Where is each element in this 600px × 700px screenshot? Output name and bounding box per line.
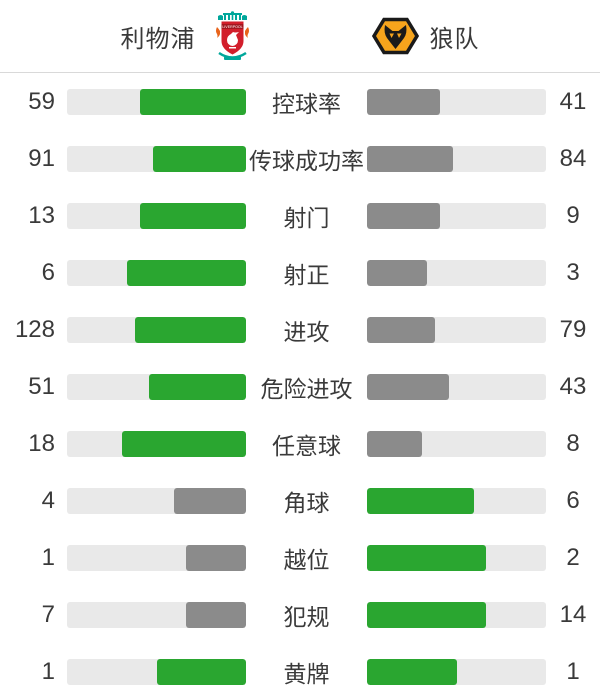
- stat-label: 黄牌: [283, 660, 330, 687]
- match-header: 利物浦: [0, 0, 600, 72]
- home-bar-fill: [186, 544, 246, 571]
- away-bar-fill: [367, 259, 427, 286]
- stat-label: 越位: [283, 546, 330, 573]
- home-value: 7: [41, 600, 55, 628]
- home-bar-track: [67, 658, 246, 685]
- away-bar-fill: [367, 544, 487, 571]
- home-bar-track: [67, 202, 246, 229]
- away-bar-fill: [367, 601, 487, 628]
- home-value: 4: [41, 486, 55, 514]
- home-bar-track: [67, 316, 246, 343]
- stat-row: 13 射门 9: [0, 187, 600, 244]
- header-divider: [0, 72, 600, 73]
- stat-label: 危险进攻: [260, 375, 353, 402]
- home-value: 59: [28, 87, 55, 115]
- stat-row: 6 射正 3: [0, 244, 600, 301]
- home-value: 6: [41, 258, 55, 286]
- away-bar-track: [367, 373, 546, 400]
- away-bar-track: [367, 544, 546, 571]
- stat-row: 51 危险进攻 43: [0, 358, 600, 415]
- away-bar-track: [367, 601, 546, 628]
- home-team[interactable]: 利物浦: [121, 11, 254, 61]
- home-bar-fill: [126, 259, 246, 286]
- home-bar-fill: [122, 430, 246, 457]
- home-value: 128: [14, 315, 55, 343]
- stat-row: 1 越位 2: [0, 529, 600, 586]
- away-value: 79: [559, 315, 587, 343]
- away-value: 3: [566, 258, 580, 286]
- home-bar-fill: [135, 316, 246, 343]
- home-value: 18: [28, 429, 55, 457]
- away-bar-track: [367, 316, 546, 343]
- home-bar-fill: [140, 88, 246, 115]
- away-value: 41: [559, 87, 587, 115]
- wolves-crest-icon: [371, 16, 419, 56]
- stat-row: 59 控球率 41: [0, 73, 600, 130]
- away-value: 84: [559, 144, 587, 172]
- stat-label: 进攻: [283, 318, 330, 345]
- away-bar-fill: [367, 658, 457, 685]
- stat-label: 传球成功率: [249, 147, 364, 174]
- stat-label: 射正: [283, 261, 330, 288]
- away-bar-track: [367, 259, 546, 286]
- away-value: 9: [566, 201, 580, 229]
- away-team[interactable]: 狼队: [371, 16, 480, 56]
- stat-label: 角球: [283, 489, 330, 516]
- home-bar-fill: [140, 202, 246, 229]
- stat-label: 犯规: [283, 603, 330, 630]
- stat-row: 7 犯规 14: [0, 586, 600, 643]
- away-value: 6: [566, 486, 580, 514]
- svg-text:LIVERPOOL: LIVERPOOL: [222, 25, 242, 29]
- home-value: 51: [28, 372, 55, 400]
- home-bar-fill: [152, 145, 246, 172]
- away-bar-fill: [367, 373, 449, 400]
- away-bar-track: [367, 202, 546, 229]
- home-value: 1: [41, 543, 55, 571]
- away-value: 43: [559, 372, 587, 400]
- away-bar-fill: [367, 202, 441, 229]
- away-bar-fill: [367, 145, 453, 172]
- stat-label: 控球率: [272, 90, 341, 117]
- away-value: 1: [566, 657, 580, 685]
- home-value: 13: [28, 201, 55, 229]
- home-bar-track: [67, 544, 246, 571]
- home-team-name: 利物浦: [120, 25, 196, 53]
- stat-row: 91 传球成功率 84: [0, 130, 600, 187]
- home-bar-track: [67, 259, 246, 286]
- stat-label: 射门: [283, 204, 330, 231]
- away-bar-fill: [367, 88, 441, 115]
- home-bar-fill: [156, 658, 246, 685]
- home-bar-track: [67, 373, 246, 400]
- away-value: 8: [566, 429, 580, 457]
- away-bar-track: [367, 430, 546, 457]
- stat-row: 1 黄牌 1: [0, 643, 600, 700]
- away-bar-fill: [367, 430, 423, 457]
- stat-row: 4 角球 6: [0, 472, 600, 529]
- stats-list: 59 控球率 41 91 传球成功率 84 13 射门 9 6 射正 3 128 进攻 79 51 危险进攻 43…: [0, 73, 600, 700]
- stat-row: 128 进攻 79: [0, 301, 600, 358]
- away-bar-fill: [367, 487, 475, 514]
- stat-label: 任意球: [272, 432, 341, 459]
- away-bar-fill: [367, 316, 436, 343]
- away-bar-track: [367, 145, 546, 172]
- home-bar-track: [67, 145, 246, 172]
- away-bar-track: [367, 487, 546, 514]
- away-team-name: 狼队: [429, 25, 480, 53]
- home-bar-fill: [174, 487, 246, 514]
- home-bar-track: [67, 430, 246, 457]
- stat-row: 18 任意球 8: [0, 415, 600, 472]
- home-bar-track: [67, 487, 246, 514]
- liverpool-crest-icon: LIVERPOOL: [211, 11, 254, 61]
- home-bar-track: [67, 601, 246, 628]
- home-value: 91: [28, 144, 55, 172]
- home-bar-fill: [186, 601, 246, 628]
- home-value: 1: [41, 657, 55, 685]
- home-bar-track: [67, 88, 246, 115]
- home-bar-fill: [148, 373, 246, 400]
- away-value: 14: [559, 600, 587, 628]
- away-bar-track: [367, 88, 546, 115]
- away-bar-track: [367, 658, 546, 685]
- away-value: 2: [566, 543, 580, 571]
